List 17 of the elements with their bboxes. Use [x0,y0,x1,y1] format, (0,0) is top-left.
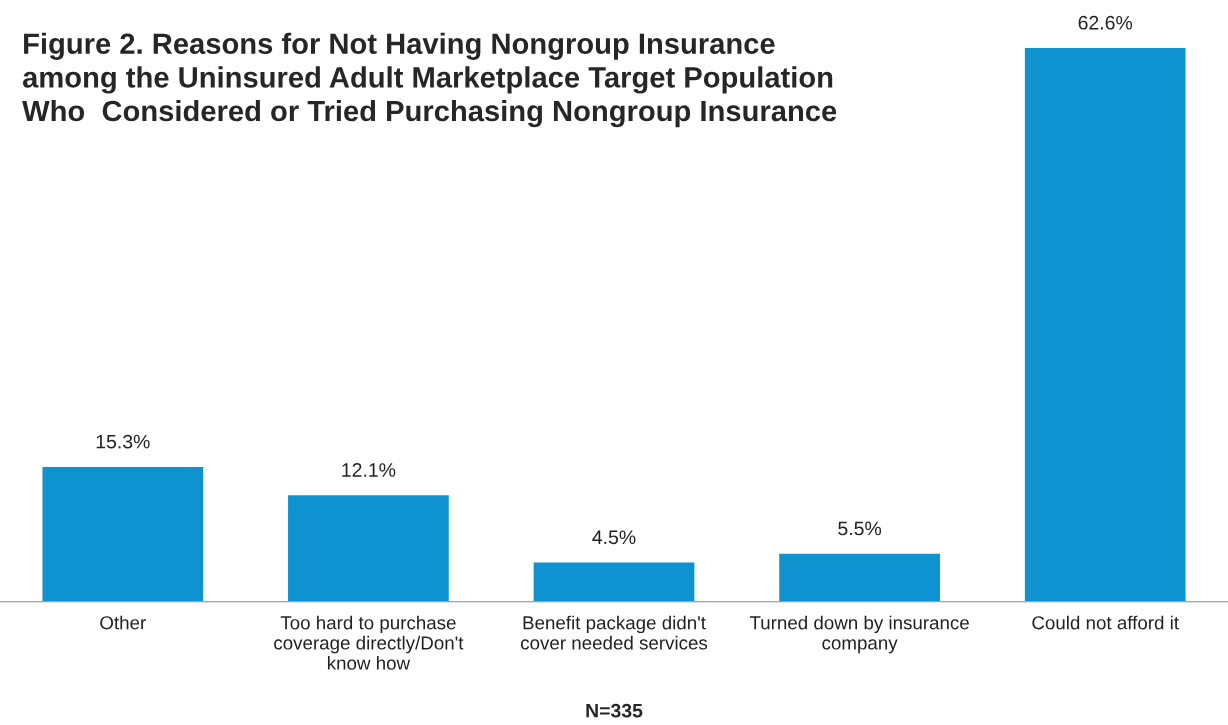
data-label: 5.5% [838,521,882,536]
x-tick-label: Other [100,615,146,630]
data-label: 15.3% [96,434,150,449]
bar [777,552,942,602]
x-tick-label: Could not afford it [1032,615,1179,630]
bar [532,561,696,602]
text: Figure 2. Reasons for Not Having Nongroup Insurance among the Uninsured Adult Marketplace Target Population Who Considered or Tried Purchasing Nongroup Insurance [22,32,837,128]
bar [41,465,205,602]
bar [1023,46,1187,602]
bar [286,493,451,602]
text: N=335 [586,703,643,718]
x-tick-label: Benefit package didn't cover needed services [521,615,708,650]
x-tick-label: Turned down by insurance company [749,615,969,654]
data-label: 4.5% [592,530,636,545]
data-label: 62.6% [1078,15,1133,30]
x-tick-label: Too hard to purchase coverage directly/Don't know how [274,615,464,670]
data-label: 12.1% [342,463,396,477]
